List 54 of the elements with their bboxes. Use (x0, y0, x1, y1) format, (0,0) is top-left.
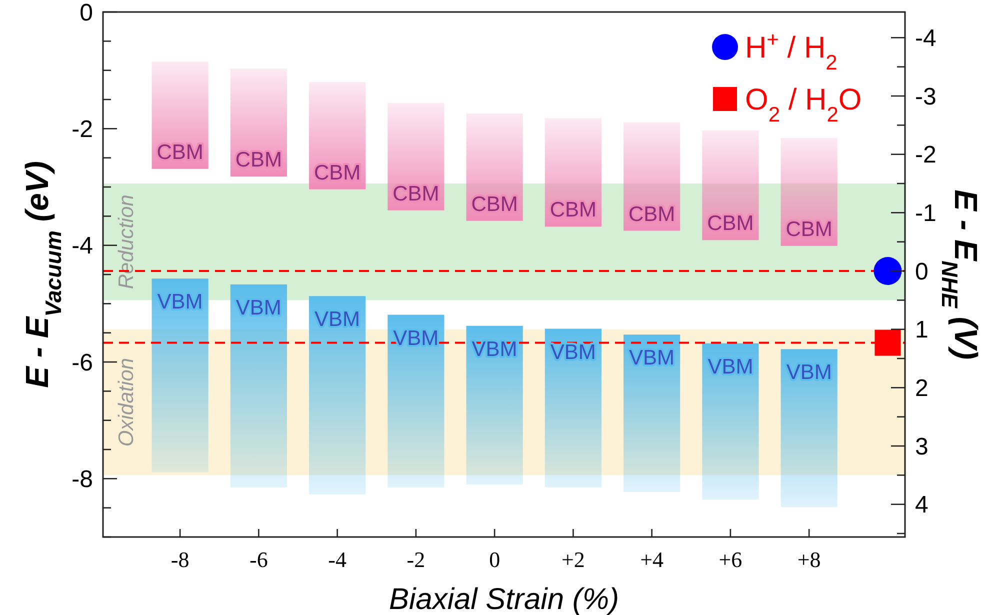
y-tick-label: -6 (72, 349, 93, 376)
y-tick-label: -2 (72, 116, 93, 144)
text: VBM (629, 346, 675, 370)
text: CBM (235, 148, 282, 172)
y2-tick-label: 3 (915, 433, 928, 460)
text: CBM (707, 212, 754, 236)
text: VBM (786, 361, 832, 384)
y2-tick-label: 4 (915, 492, 928, 519)
legend-label: H$^{+}$ / H$_{2}$ (745, 28, 838, 74)
x-tick-label: -2 (406, 547, 426, 572)
text: VBM (708, 355, 754, 378)
band-label: Oxidation (115, 358, 138, 447)
bar (466, 326, 523, 484)
text: VBM (314, 308, 360, 332)
x-axis-title: Biaxial Strain (%) (388, 583, 620, 615)
y-tick-label: -4 (72, 232, 93, 260)
y2-tick-label: -2 (915, 142, 936, 169)
text: CBM (786, 218, 832, 241)
bar (624, 334, 680, 492)
x-tick-label: +8 (797, 547, 821, 572)
text: CBM (550, 198, 597, 222)
text: CBM (314, 161, 361, 184)
bar (780, 349, 838, 508)
bar (702, 343, 759, 500)
bar (230, 284, 287, 488)
text: VBM (236, 296, 282, 320)
y2-tick-label: 1 (915, 316, 928, 344)
x-tick-label: 0 (489, 547, 500, 572)
bar (544, 328, 602, 488)
y-tick-label: -8 (72, 466, 93, 494)
y2-tick-label: 2 (915, 375, 928, 402)
y2-tick-label: -1 (915, 200, 936, 228)
x-tick-label: +4 (640, 547, 664, 572)
x-tick-label: -4 (328, 547, 346, 572)
text: CBM (392, 182, 440, 206)
bar (152, 278, 208, 472)
band-label: Reduction (115, 194, 138, 290)
text: VBM (157, 290, 203, 314)
x-tick-label: +2 (561, 547, 585, 572)
bar (388, 314, 444, 488)
y2-tick-label: -3 (915, 83, 936, 110)
series-label: CBM (156, 140, 204, 164)
series-label: VBM (472, 338, 518, 361)
bar (309, 296, 366, 494)
text: CBM (471, 192, 518, 216)
x-tick-label: -6 (250, 547, 268, 572)
text: CBM (628, 202, 676, 226)
x-tick-label: -8 (170, 547, 190, 572)
y2-tick-label: -4 (915, 25, 936, 52)
x-tick-label: +6 (718, 547, 742, 572)
y-tick-label: 0 (80, 0, 93, 26)
text: VBM (550, 340, 596, 364)
y2-tick-label: 0 (915, 258, 928, 286)
legend-label: O$_{2}$ / H$_{2}$O (745, 84, 862, 126)
